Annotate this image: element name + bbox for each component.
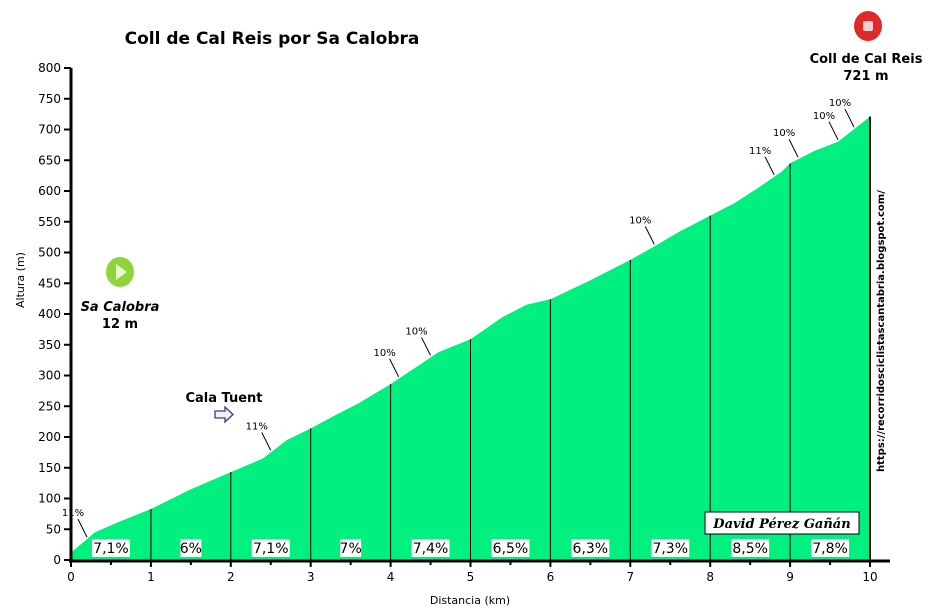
y-tick-label: 800 [38,61,61,75]
y-tick-label: 600 [38,184,61,198]
segment-gradient: 7,4% [413,541,449,557]
author-signature: David Pérez Gañán [712,517,850,532]
segment-gradient-labels: 7,1% 6% 7,1% 7% 7,4% 6,5% 6,3% 7,3% 8,5% 7,8% [91,539,850,557]
annotation-leader [844,108,855,128]
y-tick-label: 100 [38,492,61,506]
annotation-leader [77,518,88,538]
y-tick-label: 650 [38,153,61,167]
max-gradient-label: 10% [629,215,651,226]
end-name: Coll de Cal Reis [810,52,923,67]
signature-box [704,511,860,535]
annotation-leader [644,226,655,245]
y-tick-label: 250 [38,399,61,413]
segment-label-bg [811,539,850,557]
km-divider-lines [150,116,871,560]
x-tick-label: 5 [467,570,475,584]
segment-gradient: 7,1% [253,541,289,557]
segment-gradient: 7,1% [93,541,129,557]
max-gradient-label: 11% [62,508,84,519]
max-gradient-label: 11% [749,146,771,157]
annotation-leader [389,358,400,378]
x-tick-label: 7 [626,570,634,584]
segment-gradient: 6% [180,541,202,557]
annotation-leader [828,121,839,141]
x-tick-label: 3 [307,570,315,584]
segment-gradient: 7,8% [812,541,848,557]
x-tick-label: 2 [227,570,235,584]
annotation-leader [788,139,799,158]
segment-label-bg [731,539,770,557]
chart-title: Coll de Cal Reis por Sa Calobra [125,29,420,49]
segment-label-bg [180,539,202,557]
max-gradient-annotations: 11%11%10%10%10%11%10%10%10% [62,98,855,538]
segment-label-bg [411,539,450,557]
elevation-fill [71,116,870,560]
x-tick-label: 8 [706,570,714,584]
y-tick-label: 200 [38,430,61,444]
y-tick-label: 700 [38,123,61,137]
stop-square-icon [863,21,873,31]
max-gradient-label: 10% [773,128,795,139]
end-altitude: 721 m [843,69,888,84]
annotation-leader [764,156,775,176]
max-gradient-label: 10% [829,98,851,109]
annotation-leader [421,337,431,356]
start-name: Sa Calobra [81,300,160,315]
segment-gradient: 7% [340,541,362,557]
y-tick-label: 750 [38,92,61,106]
segment-label-bg [651,539,690,557]
segment-label-bg [251,539,290,557]
x-axis-label: Distancia (km) [430,594,510,607]
arrow-right-icon [214,405,234,424]
x-tick-label: 10 [862,570,877,584]
segment-gradient: 8,5% [732,541,768,557]
segment-label-bg [491,539,530,557]
x-tick-label: 9 [786,570,794,584]
play-triangle-icon [116,264,127,280]
junction-label: Cala Tuent [185,391,262,406]
segment-gradient: 6,5% [493,541,529,557]
y-tick-label: 500 [38,246,61,260]
y-tick-label: 400 [38,307,61,321]
max-gradient-label: 10% [373,348,395,359]
y-tick-label: 0 [53,553,61,567]
y-tick-label: 450 [38,276,61,290]
y-axis-ticks: 0 50 100 150 200 250 300 350 400 450 500 550 600 650 7… [38,61,71,567]
blog-url: https://recorridosciclistascantabria.blo… [876,190,887,472]
x-tick-label: 4 [387,570,395,584]
x-tick-label: 6 [547,570,555,584]
max-gradient-label: 10% [405,326,427,337]
x-tick-label: 0 [67,570,75,584]
end-marker [854,11,882,41]
y-tick-label: 550 [38,215,61,229]
y-axis-label: Altura (m) [14,252,27,308]
y-tick-label: 300 [38,369,61,383]
max-gradient-label: 11% [246,421,268,432]
elevation-area [71,116,870,560]
x-axis-ticks: 0 1 2 3 4 5 6 7 8 9 10 [67,561,878,584]
segment-label-bg [571,539,610,557]
max-gradient-label: 10% [813,111,835,122]
segment-gradient: 7,3% [652,541,688,557]
segment-label-bg [91,539,130,557]
y-tick-label: 150 [38,461,61,475]
x-tick-label: 1 [147,570,155,584]
segment-label-bg [340,539,362,557]
y-tick-label: 350 [38,338,61,352]
y-tick-label: 50 [46,522,61,536]
start-altitude: 12 m [102,317,138,332]
annotation-leader [261,432,272,451]
segment-gradient: 6,3% [573,541,609,557]
start-marker [106,257,134,287]
